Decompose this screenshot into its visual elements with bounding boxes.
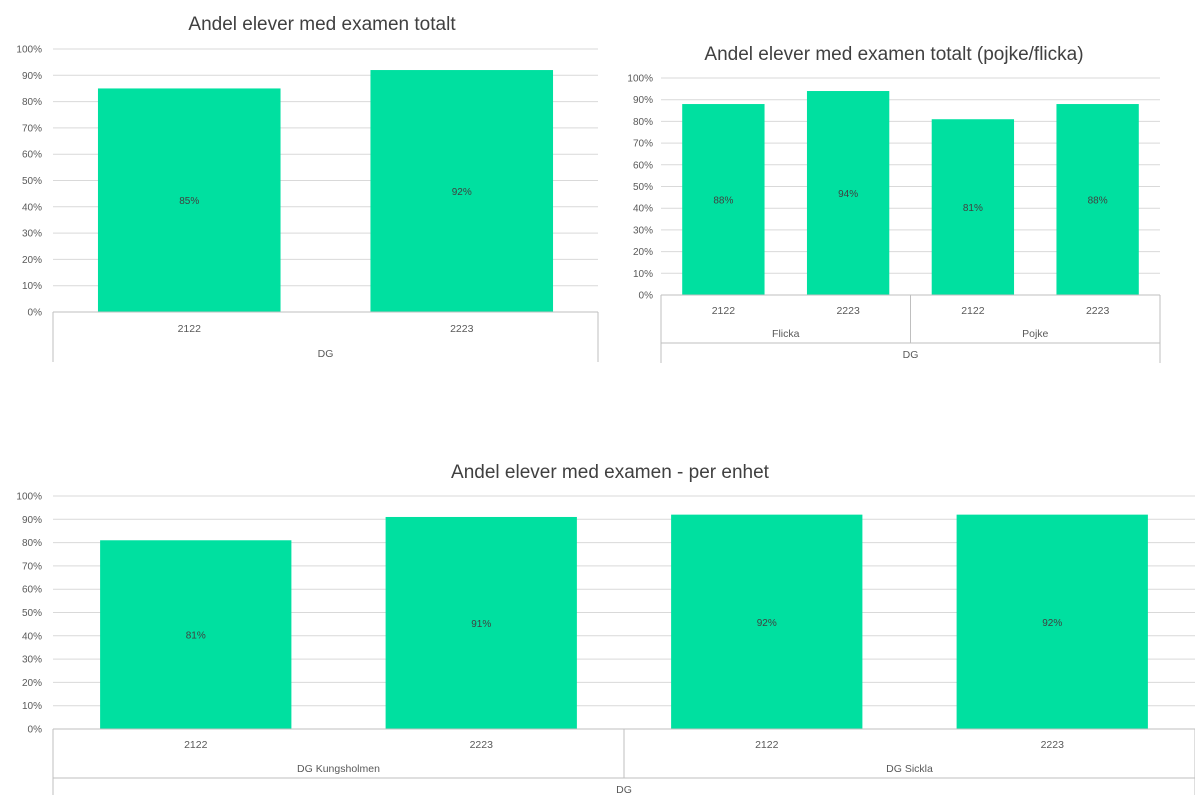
chart-title: Andel elever med examen totalt	[188, 14, 456, 35]
y-tick-label: 60%	[22, 150, 42, 161]
x-tick-label: 2223	[1086, 305, 1110, 317]
y-tick-label: 90%	[22, 71, 42, 82]
y-tick-label: 100%	[627, 74, 653, 85]
y-tick-label: 10%	[22, 701, 42, 712]
y-tick-label: 80%	[22, 97, 42, 108]
data-label: 92%	[452, 187, 472, 198]
y-tick-label: 30%	[22, 229, 42, 240]
y-tick-label: 20%	[22, 255, 42, 266]
y-tick-label: 90%	[22, 515, 42, 526]
y-tick-label: 70%	[22, 561, 42, 572]
bar	[671, 514, 863, 729]
group-label: DG Kungsholmen	[297, 763, 380, 775]
bar	[806, 91, 890, 296]
chart-gender: Andel elever med examen totalt (pojke/fl…	[627, 44, 1161, 363]
group-label: DG Sickla	[886, 763, 933, 775]
top-group-label: DG	[616, 784, 632, 795]
y-tick-label: 40%	[22, 631, 42, 642]
y-tick-label: 60%	[633, 160, 653, 171]
x-tick-label: 2122	[755, 739, 779, 751]
x-tick-label: 2122	[178, 323, 202, 335]
data-label: 91%	[471, 619, 491, 630]
data-label: 92%	[1042, 618, 1062, 629]
bar	[385, 516, 577, 729]
x-tick-label: 2223	[1041, 739, 1065, 751]
y-tick-label: 30%	[22, 655, 42, 666]
chart-per-unit: Andel elever med examen - per enhet 0% 10…	[16, 462, 1195, 795]
bar	[682, 104, 765, 295]
data-label: 81%	[963, 203, 983, 214]
x-tick-label: 2223	[470, 739, 494, 751]
y-tick-label: 50%	[633, 182, 653, 193]
bar	[370, 70, 554, 312]
data-label: 94%	[838, 189, 858, 200]
y-tick-label: 0%	[28, 308, 43, 319]
data-label: 81%	[186, 631, 206, 642]
y-tick-label: 70%	[22, 123, 42, 134]
y-tick-label: 10%	[22, 281, 42, 292]
x-tick-label: 2122	[712, 305, 736, 317]
group-label: Pojke	[1022, 328, 1048, 340]
y-tick-label: 40%	[22, 202, 42, 213]
x-tick-label: 2122	[961, 305, 985, 317]
y-tick-label: 0%	[28, 725, 43, 736]
y-tick-label: 10%	[633, 269, 653, 280]
y-tick-label: 80%	[633, 117, 653, 128]
bar	[931, 119, 1015, 295]
y-tick-label: 100%	[16, 45, 42, 56]
y-tick-label: 40%	[633, 204, 653, 215]
bar	[100, 540, 292, 729]
top-group-label: DG	[903, 349, 919, 361]
bar	[97, 88, 281, 312]
y-tick-label: 50%	[22, 176, 42, 187]
y-tick-label: 20%	[633, 247, 653, 258]
bar	[956, 514, 1148, 729]
y-tick-label: 50%	[22, 608, 42, 619]
y-tick-label: 100%	[16, 492, 42, 503]
y-tick-label: 20%	[22, 678, 42, 689]
data-label: 88%	[1088, 196, 1108, 207]
chart-title: Andel elever med examen - per enhet	[451, 462, 770, 483]
chart-title: Andel elever med examen totalt (pojke/fl…	[704, 44, 1083, 65]
group-label: Flicka	[772, 328, 800, 340]
group-label: DG	[318, 348, 334, 360]
x-tick-label: 2223	[450, 323, 474, 335]
y-tick-label: 60%	[22, 585, 42, 596]
y-tick-label: 0%	[639, 291, 654, 302]
chart-total: Andel elever med examen totalt 0% 10% 20% 3…	[16, 14, 599, 362]
data-label: 92%	[757, 618, 777, 629]
data-label: 85%	[179, 196, 199, 207]
y-tick-label: 70%	[633, 139, 653, 150]
x-tick-label: 2223	[836, 305, 860, 317]
y-tick-label: 80%	[22, 538, 42, 549]
data-label: 88%	[713, 196, 733, 207]
y-tick-label: 30%	[633, 225, 653, 236]
x-tick-label: 2122	[184, 739, 208, 751]
bar	[1056, 104, 1139, 295]
y-tick-label: 90%	[633, 95, 653, 106]
